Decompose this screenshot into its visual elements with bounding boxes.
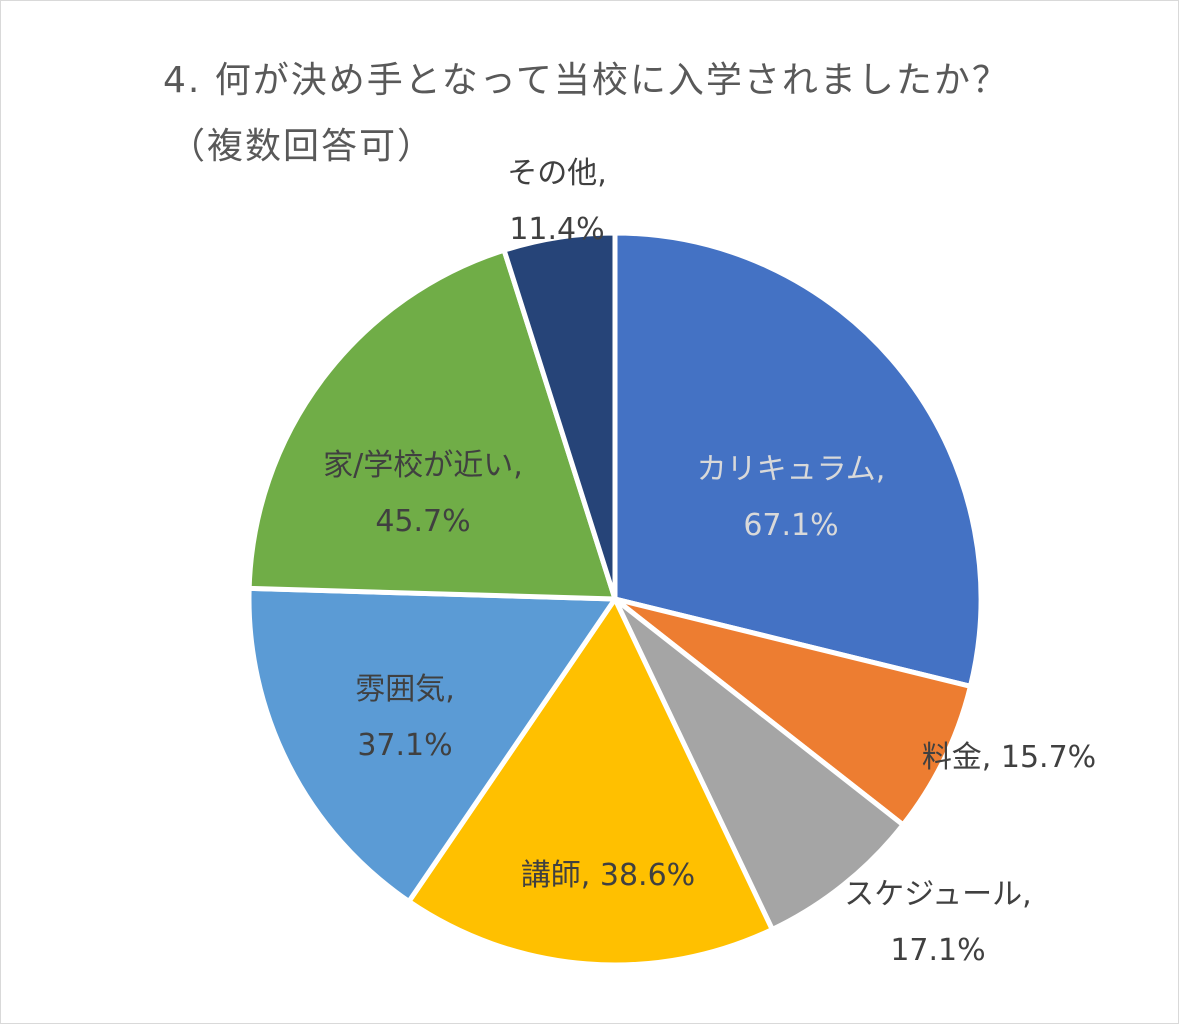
- slice-category-label: その他,: [507, 156, 607, 191]
- chart-title: 4. 何が決め手となって当校に入学されましたか？: [163, 60, 1010, 101]
- slice-label-5: 雰囲気, 37.1%: [355, 672, 455, 763]
- slice-value-label: 17.1%: [890, 933, 985, 968]
- slice-value-label: 45.7%: [375, 504, 470, 539]
- pie-slice-7: [501, 230, 618, 602]
- slice-label-2: 料金, 15.7%: [922, 740, 1096, 775]
- slice-label-7: その他, 11.4%: [507, 156, 607, 247]
- slice-category-label: 家/学校が近い,: [323, 448, 523, 483]
- chart-subtitle: （複数回答可）: [169, 126, 436, 167]
- pie-slice-2: [612, 596, 973, 828]
- pie-slice-5: [246, 585, 618, 904]
- slice-category-label: スケジュール,: [844, 877, 1031, 912]
- slice-value-label: 11.4%: [509, 212, 604, 247]
- pie-slice-4: [406, 596, 775, 968]
- pie-slice-1: [612, 230, 984, 689]
- slice-category-label: 雰囲気,: [355, 672, 455, 707]
- pie-slice-3: [612, 596, 906, 932]
- slice-label-1: カリキュラム, 67.1%: [697, 452, 886, 543]
- pie-slice-6: [246, 247, 618, 602]
- slice-label-3: スケジュール, 17.1%: [844, 877, 1031, 968]
- slice-value-label: 67.1%: [743, 508, 838, 543]
- slice-value-label: 37.1%: [357, 728, 452, 763]
- slice-label-6: 家/学校が近い, 45.7%: [323, 448, 523, 539]
- slice-label-4: 講師, 38.6%: [521, 858, 695, 893]
- slice-category-label: カリキュラム,: [697, 452, 886, 487]
